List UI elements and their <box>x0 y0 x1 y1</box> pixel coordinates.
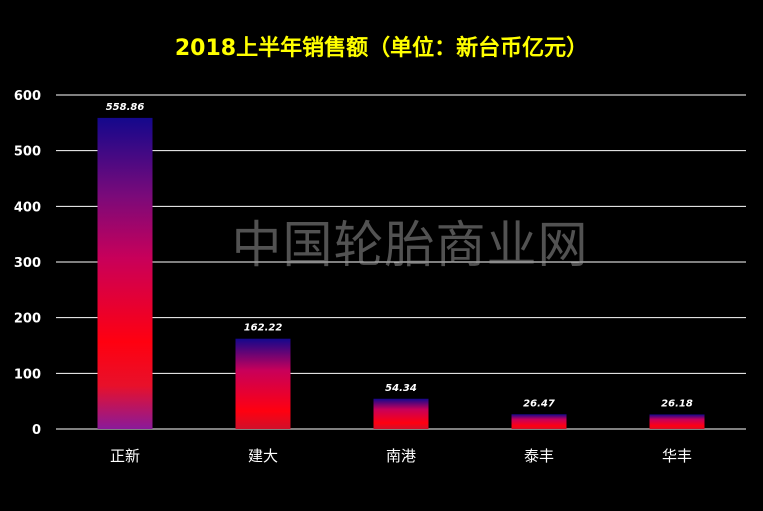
y-tick-label: 100 <box>14 367 41 382</box>
bar <box>373 398 429 429</box>
x-category-label: 正新 <box>110 447 140 465</box>
chart-title: 2018上半年销售额（单位：新台币亿元） <box>174 36 589 61</box>
y-tick-label: 500 <box>14 145 41 160</box>
data-label: 26.47 <box>523 398 555 409</box>
y-tick-label: 300 <box>14 256 41 271</box>
bar <box>511 414 567 429</box>
x-category-label: 建大 <box>248 447 278 465</box>
bar <box>97 117 153 429</box>
y-tick-label: 200 <box>14 312 41 327</box>
data-label: 54.34 <box>385 383 417 394</box>
watermark-text: 中国轮胎商业网 <box>231 216 589 274</box>
y-tick-label: 400 <box>14 200 41 215</box>
x-category-label: 泰丰 <box>524 447 554 465</box>
data-label: 558.86 <box>106 102 145 113</box>
bar <box>649 414 705 429</box>
y-tick-label: 600 <box>14 89 41 104</box>
data-label: 162.22 <box>244 323 283 334</box>
data-label: 26.18 <box>661 398 693 409</box>
x-category-label: 南港 <box>386 447 416 465</box>
bar <box>235 338 291 429</box>
x-category-label: 华丰 <box>662 447 692 465</box>
y-tick-label: 0 <box>32 423 41 438</box>
